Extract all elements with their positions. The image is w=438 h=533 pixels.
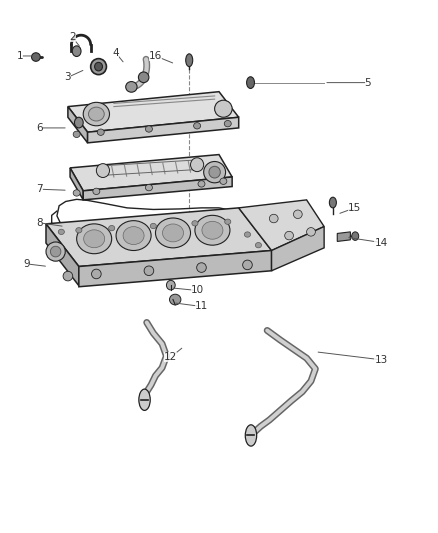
Ellipse shape bbox=[197, 263, 206, 272]
Ellipse shape bbox=[95, 62, 102, 71]
Ellipse shape bbox=[46, 242, 65, 261]
Text: 13: 13 bbox=[374, 355, 388, 365]
Polygon shape bbox=[68, 107, 88, 143]
Ellipse shape bbox=[150, 223, 156, 229]
Ellipse shape bbox=[84, 230, 105, 248]
Ellipse shape bbox=[255, 243, 261, 248]
Ellipse shape bbox=[243, 260, 252, 270]
Ellipse shape bbox=[209, 166, 220, 178]
Polygon shape bbox=[272, 227, 324, 271]
Ellipse shape bbox=[145, 184, 152, 191]
Text: 2: 2 bbox=[69, 33, 76, 42]
Ellipse shape bbox=[162, 224, 184, 242]
Ellipse shape bbox=[97, 129, 104, 135]
Text: 9: 9 bbox=[23, 259, 30, 269]
Ellipse shape bbox=[92, 269, 101, 279]
Ellipse shape bbox=[96, 164, 110, 177]
Ellipse shape bbox=[72, 46, 81, 56]
Ellipse shape bbox=[93, 188, 100, 195]
Ellipse shape bbox=[202, 221, 223, 239]
Ellipse shape bbox=[245, 425, 257, 446]
Ellipse shape bbox=[198, 181, 205, 187]
Text: 8: 8 bbox=[36, 218, 43, 228]
Text: 14: 14 bbox=[374, 238, 388, 247]
Ellipse shape bbox=[285, 231, 293, 240]
Ellipse shape bbox=[225, 219, 231, 224]
Polygon shape bbox=[70, 168, 83, 200]
Ellipse shape bbox=[123, 227, 144, 245]
Text: 7: 7 bbox=[36, 184, 43, 194]
Ellipse shape bbox=[138, 72, 149, 83]
Ellipse shape bbox=[215, 100, 232, 117]
Ellipse shape bbox=[191, 158, 204, 172]
Ellipse shape bbox=[145, 126, 152, 132]
Ellipse shape bbox=[329, 197, 336, 208]
Ellipse shape bbox=[166, 280, 175, 290]
Polygon shape bbox=[337, 232, 350, 241]
Ellipse shape bbox=[50, 246, 61, 257]
Ellipse shape bbox=[126, 82, 137, 92]
Text: 5: 5 bbox=[364, 78, 371, 87]
Ellipse shape bbox=[170, 294, 181, 305]
Ellipse shape bbox=[195, 215, 230, 245]
Ellipse shape bbox=[186, 54, 193, 67]
Ellipse shape bbox=[244, 232, 251, 237]
Ellipse shape bbox=[194, 123, 201, 129]
Ellipse shape bbox=[224, 120, 231, 127]
Polygon shape bbox=[79, 251, 272, 287]
Polygon shape bbox=[83, 177, 232, 200]
Text: 10: 10 bbox=[191, 286, 204, 295]
Ellipse shape bbox=[73, 190, 80, 196]
Ellipse shape bbox=[192, 221, 198, 226]
Ellipse shape bbox=[76, 228, 82, 233]
Ellipse shape bbox=[352, 232, 359, 240]
Ellipse shape bbox=[88, 107, 104, 121]
Text: 15: 15 bbox=[348, 203, 361, 213]
Text: 11: 11 bbox=[195, 302, 208, 311]
Ellipse shape bbox=[58, 229, 64, 235]
Polygon shape bbox=[46, 224, 79, 286]
Ellipse shape bbox=[116, 221, 151, 251]
Ellipse shape bbox=[155, 218, 191, 248]
Text: 4: 4 bbox=[113, 49, 120, 58]
Ellipse shape bbox=[83, 102, 110, 126]
Text: 12: 12 bbox=[164, 352, 177, 362]
Ellipse shape bbox=[91, 59, 106, 75]
Ellipse shape bbox=[204, 161, 226, 183]
Polygon shape bbox=[88, 117, 239, 143]
Ellipse shape bbox=[139, 389, 150, 410]
Text: 3: 3 bbox=[64, 72, 71, 82]
Ellipse shape bbox=[220, 178, 227, 184]
Text: 6: 6 bbox=[36, 123, 43, 133]
Ellipse shape bbox=[144, 266, 154, 276]
Ellipse shape bbox=[109, 225, 115, 231]
Polygon shape bbox=[239, 200, 324, 251]
Ellipse shape bbox=[293, 210, 302, 219]
Ellipse shape bbox=[307, 228, 315, 236]
Ellipse shape bbox=[32, 53, 40, 61]
Ellipse shape bbox=[74, 117, 83, 128]
Text: 1: 1 bbox=[16, 51, 23, 61]
Ellipse shape bbox=[269, 214, 278, 223]
Ellipse shape bbox=[63, 271, 73, 281]
Text: 16: 16 bbox=[149, 51, 162, 61]
Polygon shape bbox=[46, 208, 272, 266]
Ellipse shape bbox=[77, 224, 112, 254]
Ellipse shape bbox=[73, 131, 80, 138]
Polygon shape bbox=[68, 92, 239, 132]
Polygon shape bbox=[70, 155, 232, 191]
Ellipse shape bbox=[247, 77, 254, 88]
